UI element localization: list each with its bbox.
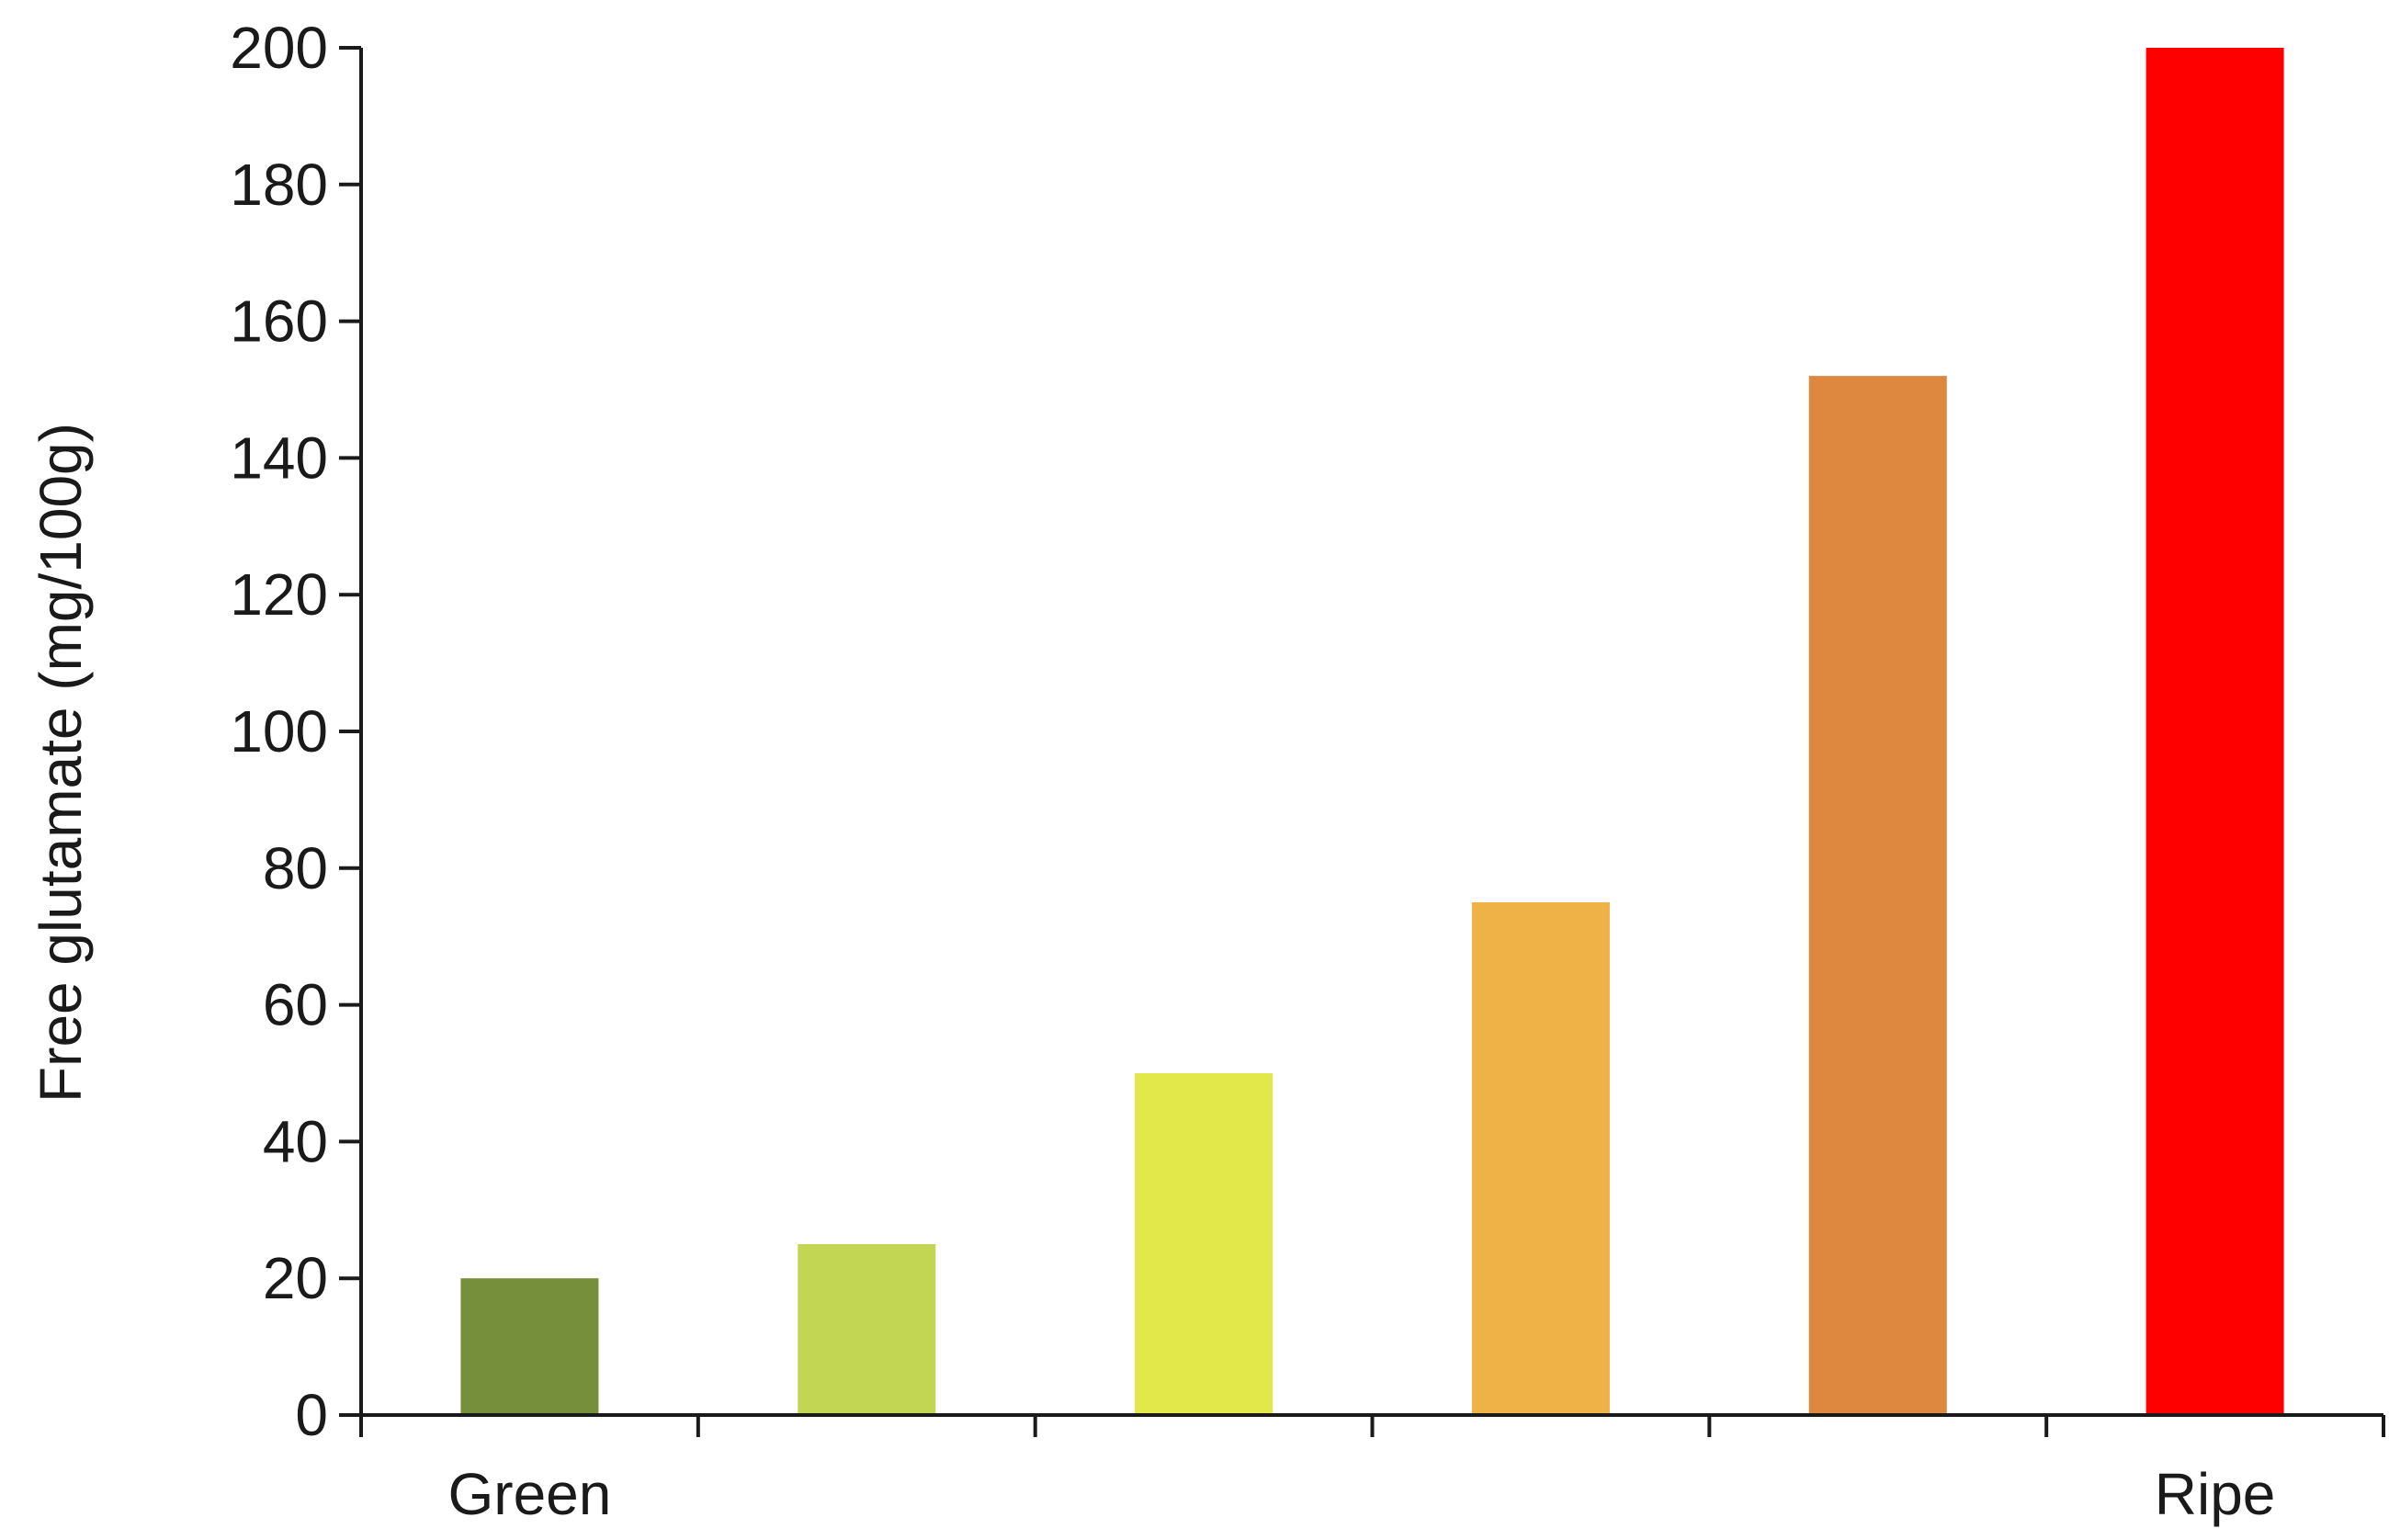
y-tick-label: 160 bbox=[230, 289, 328, 355]
bar-2 bbox=[798, 1244, 936, 1415]
bars-layer bbox=[460, 48, 2284, 1415]
y-tick-label: 120 bbox=[230, 561, 328, 628]
bar-6 bbox=[2146, 48, 2284, 1415]
y-axis-title: Free glutamate (mg/100g) bbox=[28, 423, 94, 1103]
y-tick-label: 200 bbox=[230, 15, 328, 81]
y-tick-label: 80 bbox=[263, 835, 328, 901]
y-tick-label: 60 bbox=[263, 972, 328, 1038]
y-tick-label: 0 bbox=[295, 1382, 328, 1448]
y-tick-label: 20 bbox=[263, 1245, 328, 1311]
x-category-label: Green bbox=[447, 1461, 611, 1527]
bar-4 bbox=[1471, 902, 1610, 1415]
y-tick-label: 180 bbox=[230, 152, 328, 218]
x-category-label: Ripe bbox=[2155, 1461, 2276, 1527]
y-tick-label: 140 bbox=[230, 425, 328, 491]
bar-5 bbox=[1808, 376, 1947, 1415]
x-axis: Green Ripe bbox=[339, 1413, 2385, 1527]
y-axis: 0 20 40 60 80 100 120 140 160 180 200 bbox=[230, 15, 363, 1448]
y-tick-label: 100 bbox=[230, 698, 328, 764]
bar-3 bbox=[1135, 1073, 1274, 1415]
y-tick-label: 40 bbox=[263, 1108, 328, 1174]
bar-1 bbox=[460, 1278, 599, 1415]
